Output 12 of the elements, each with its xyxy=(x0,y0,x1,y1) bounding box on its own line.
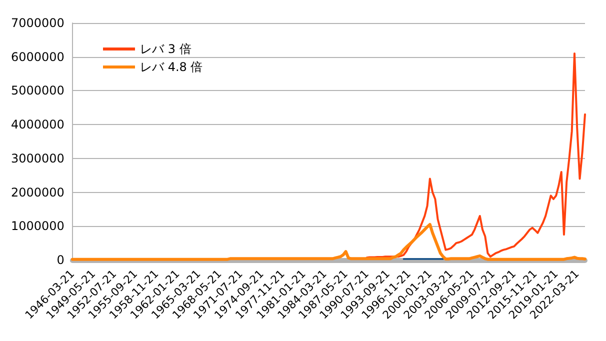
line-series xyxy=(70,222,586,261)
y-tick-label: 3000000 xyxy=(10,151,64,166)
line-series xyxy=(366,52,586,259)
y-tick-label: 7000000 xyxy=(10,16,64,30)
y-tick-label: 2000000 xyxy=(10,185,64,200)
y-tick-label: 6000000 xyxy=(10,50,64,64)
y-tick-label: 4000000 xyxy=(10,118,64,132)
y-tick-label: 0 xyxy=(56,253,64,267)
legend-label: レバ 4.8 倍 xyxy=(140,60,203,74)
y-tick-label: 5000000 xyxy=(10,84,64,98)
y-tick-label: 1000000 xyxy=(10,219,64,234)
legend-label: レバ 3 倍 xyxy=(140,42,192,56)
